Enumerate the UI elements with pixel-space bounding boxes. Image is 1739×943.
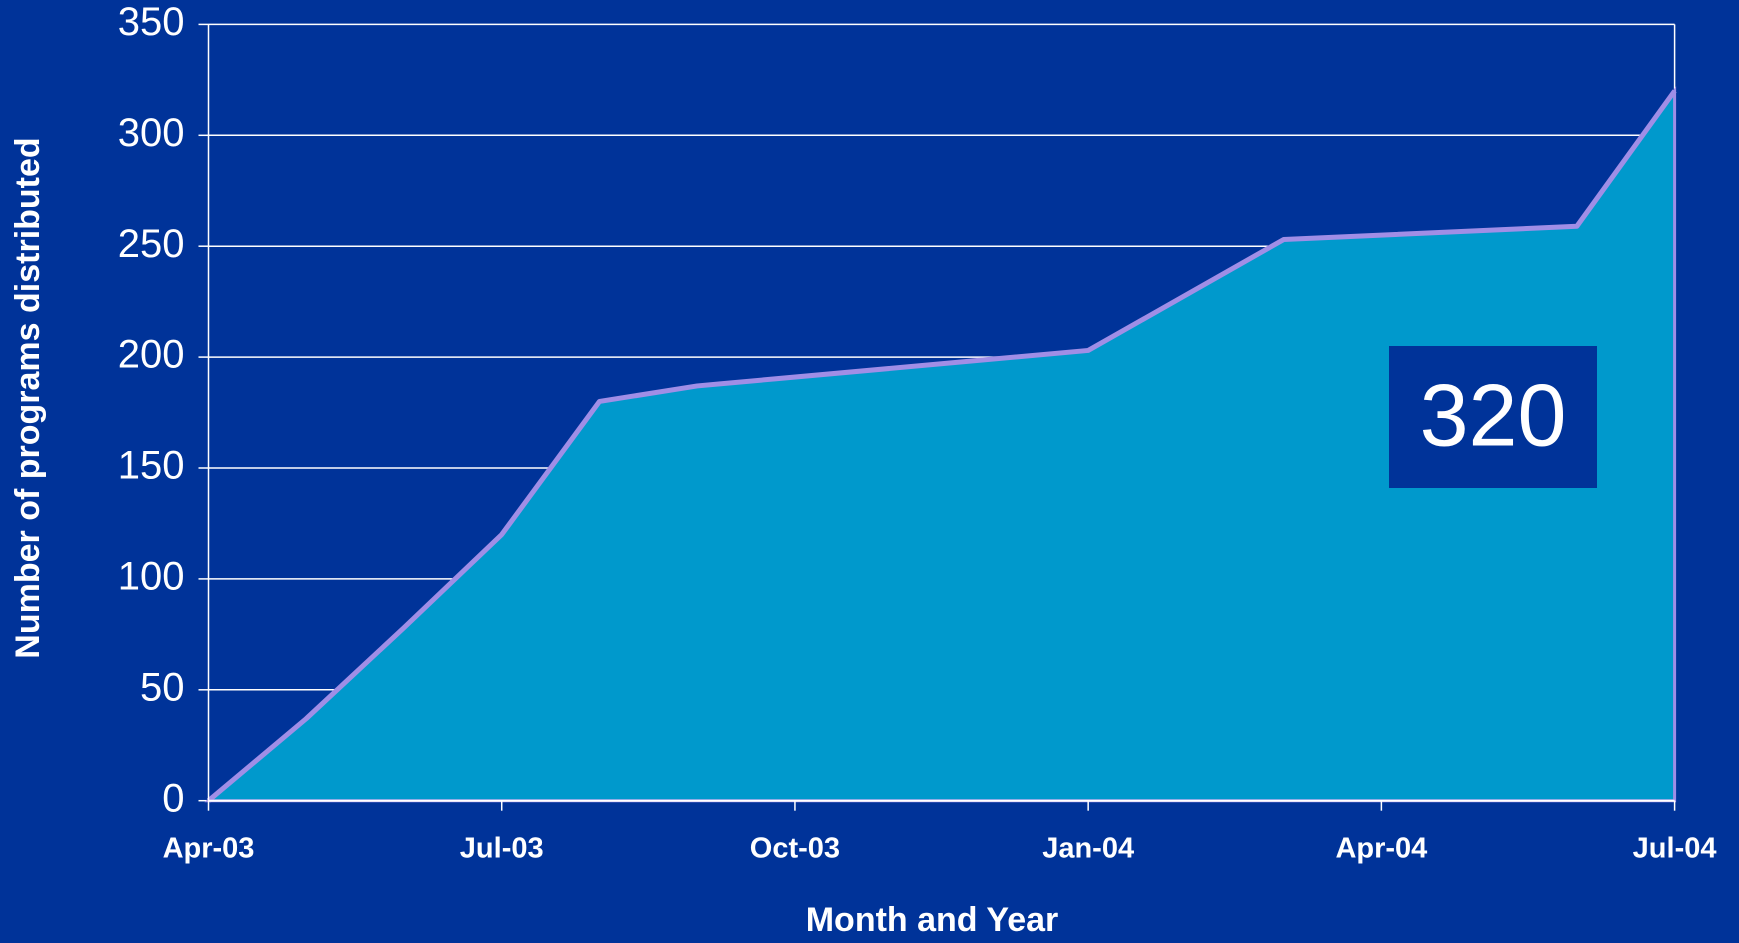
y-tick-label: 150	[118, 444, 185, 488]
x-tick-label: Apr-03	[163, 832, 255, 864]
x-tick-label: Jul-04	[1633, 832, 1717, 864]
x-tick-label: Apr-04	[1335, 832, 1427, 864]
x-axis-title: Month and Year	[806, 901, 1059, 939]
y-tick-label: 350	[118, 0, 185, 44]
y-tick-label: 50	[140, 665, 185, 709]
x-tick-label: Oct-03	[750, 832, 840, 864]
annotation-box	[1389, 346, 1597, 488]
y-tick-label: 200	[118, 333, 185, 377]
line	[206, 89, 1677, 803]
y-tick-label: 250	[118, 222, 185, 266]
y-tick-label: 100	[118, 554, 185, 598]
annotation: 320	[1420, 365, 1567, 464]
y-tick-label: 300	[118, 111, 185, 155]
y-tick-label: 0	[162, 776, 184, 820]
x-tick-label: Jul-03	[460, 832, 544, 864]
y-axis-title: Number of programs distributed	[9, 137, 47, 658]
x-tick-label: Jan-04	[1042, 832, 1134, 864]
